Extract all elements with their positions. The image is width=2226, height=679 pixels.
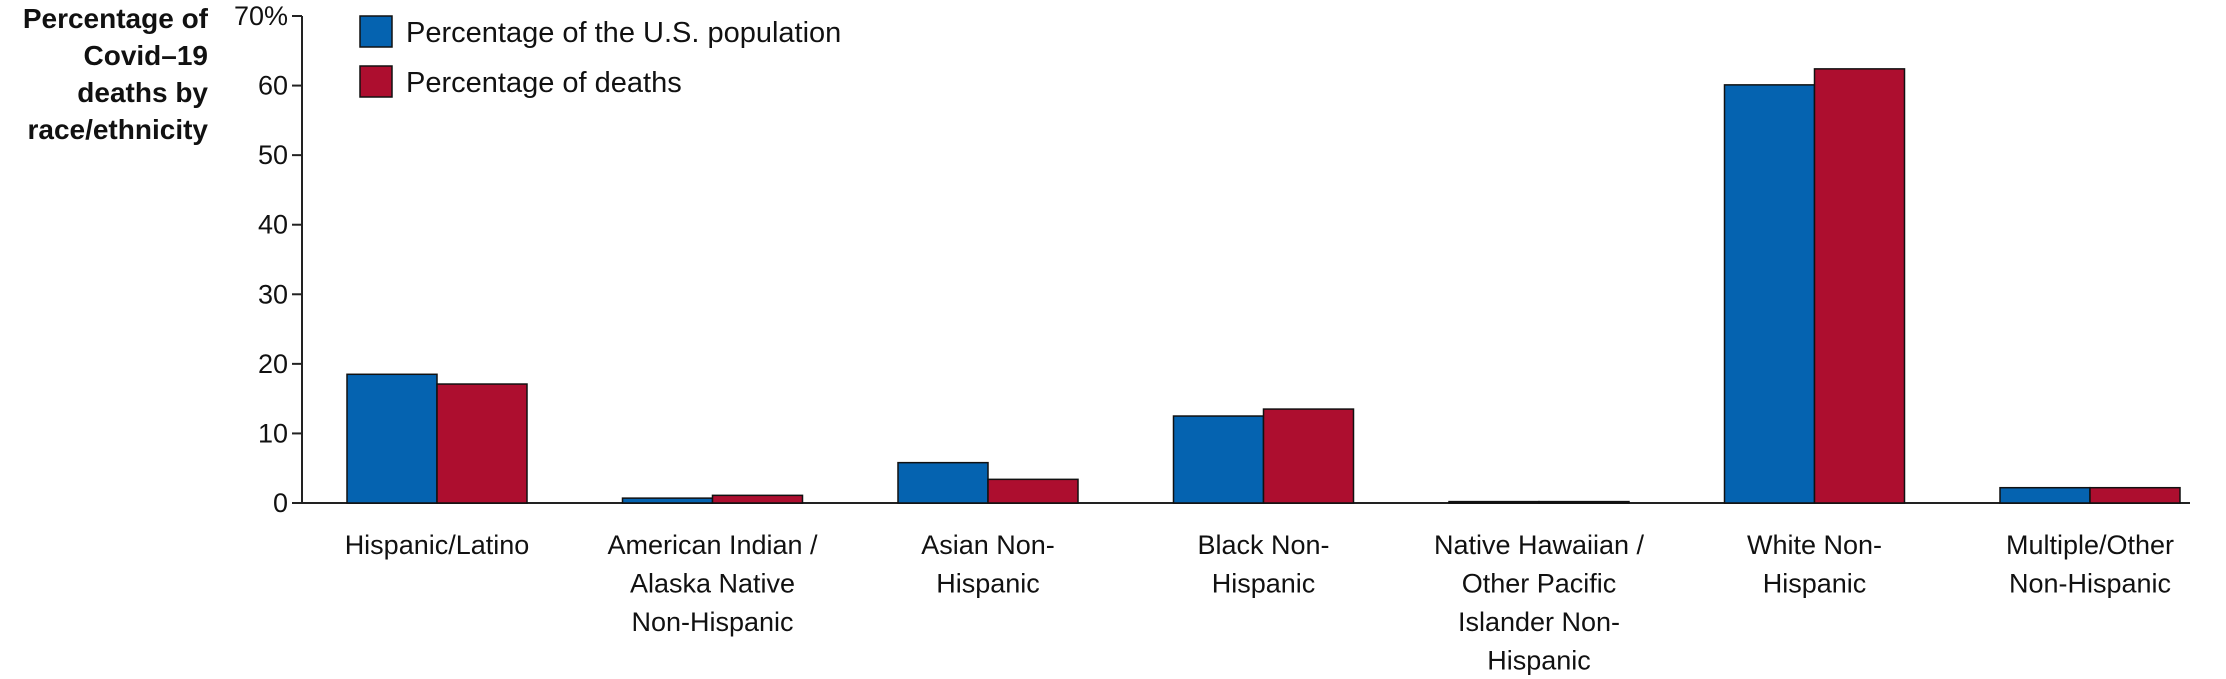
bar xyxy=(1448,500,1540,504)
y-tick-label: 30 xyxy=(258,279,288,309)
x-category-label: Native Hawaiian / xyxy=(1434,530,1645,560)
x-category-label: Non-Hispanic xyxy=(631,607,793,637)
bar xyxy=(897,461,989,504)
bar xyxy=(1172,415,1265,504)
x-category-label: Hispanic xyxy=(936,569,1040,599)
y-axis-title-line: Covid–19 xyxy=(83,40,209,71)
x-category-label: Hispanic xyxy=(1487,646,1591,676)
y-axis-title-line: race/ethnicity xyxy=(27,114,208,145)
bar xyxy=(711,494,804,504)
bar xyxy=(1262,408,1355,504)
x-category-label: Multiple/Other xyxy=(2006,530,2174,560)
y-tick-label: 60 xyxy=(258,71,288,101)
x-category-label: Hispanic xyxy=(1212,569,1316,599)
bar xyxy=(1813,68,1906,504)
y-tick-label: 50 xyxy=(258,140,288,170)
x-category-label: Other Pacific xyxy=(1462,569,1617,599)
bar xyxy=(436,383,528,504)
legend-swatch xyxy=(359,65,393,98)
bar xyxy=(987,478,1079,504)
y-tick-label: 10 xyxy=(258,418,288,448)
legend-label: Percentage of deaths xyxy=(406,67,682,99)
y-axis-title-line: deaths by xyxy=(77,77,208,108)
x-category-label: Alaska Native xyxy=(630,569,795,599)
x-category-label: White Non- xyxy=(1747,530,1882,560)
x-category-label: Hispanic xyxy=(1763,569,1867,599)
x-category-label: Hispanic/Latino xyxy=(345,530,530,560)
x-category-label: Non-Hispanic xyxy=(2009,569,2171,599)
bar xyxy=(346,373,438,504)
y-tick-label: 20 xyxy=(258,349,288,379)
x-category-label: Islander Non- xyxy=(1458,607,1620,637)
y-tick-label: 0 xyxy=(273,488,288,518)
bar xyxy=(1723,84,1816,504)
legend-swatch xyxy=(359,15,393,48)
x-category-label: Black Non- xyxy=(1197,530,1329,560)
bar xyxy=(2089,486,2181,504)
y-axis-title-line: Percentage of xyxy=(22,3,208,34)
bar xyxy=(621,497,714,504)
x-category-label: American Indian / xyxy=(607,530,818,560)
y-axis-title: Percentage of Covid–19 deaths by race/et… xyxy=(0,0,208,148)
bar xyxy=(1999,486,2091,504)
bar xyxy=(1538,500,1630,504)
x-category-label: Asian Non- xyxy=(921,530,1055,560)
y-tick-label: 40 xyxy=(258,210,288,240)
legend-label: Percentage of the U.S. population xyxy=(406,17,841,49)
y-tick-label: 70% xyxy=(234,1,288,31)
